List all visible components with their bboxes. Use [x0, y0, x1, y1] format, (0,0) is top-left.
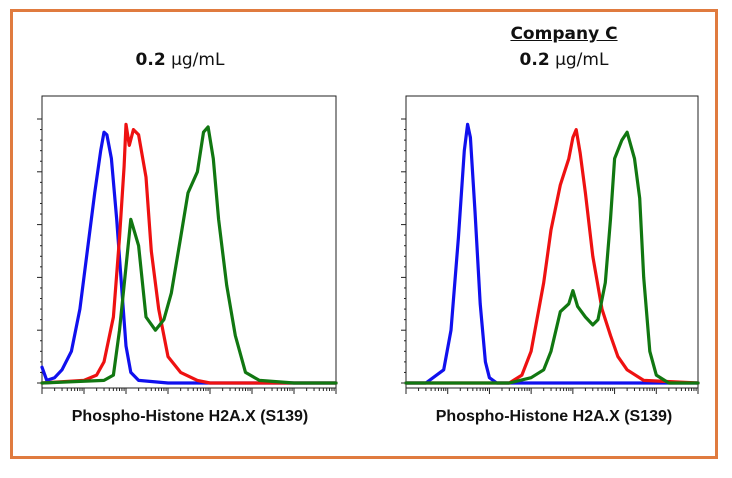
red-histogram-line — [40, 122, 338, 385]
histogram-panel-2 — [401, 95, 700, 394]
panel-2-company: Company C — [510, 24, 618, 44]
panel-1-xlabel: Phospho-Histone H2A.X (S139) — [71, 408, 309, 425]
figure-frame — [10, 9, 718, 459]
plot-frame — [405, 95, 699, 389]
panel-2-concentration: 0.2 μg/mL — [464, 50, 664, 70]
panel-1-conc-unit: μg/mL — [171, 50, 225, 70]
red-histogram-line — [404, 128, 700, 385]
green-histogram-line — [404, 130, 700, 385]
panel-2-conc-unit: μg/mL — [555, 50, 609, 70]
panel-1-concentration: 0.2 μg/mL — [80, 50, 280, 70]
panel-2-xlabel: Phospho-Histone H2A.X (S139) — [435, 408, 673, 425]
green-histogram-line — [40, 125, 338, 385]
plot-frame — [41, 95, 337, 389]
blue-histogram-line — [40, 130, 338, 385]
panel-1-conc-value: 0.2 — [135, 50, 166, 70]
histogram-panel-1 — [37, 95, 338, 394]
blue-histogram-line — [404, 122, 700, 385]
panel-2-conc-value: 0.2 — [519, 50, 550, 70]
